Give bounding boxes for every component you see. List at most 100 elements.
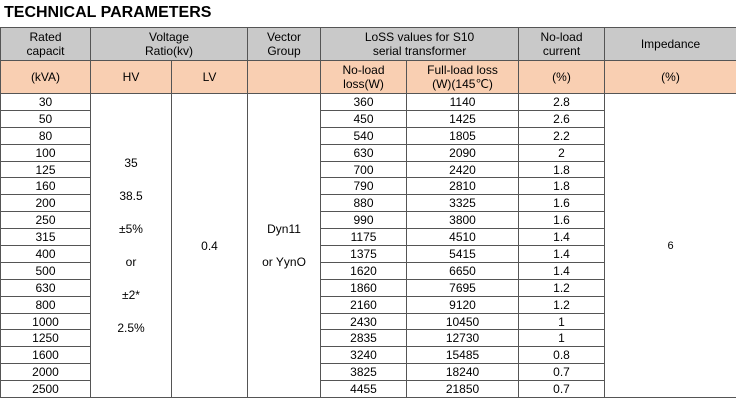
header-line: serial transformer [372, 44, 467, 58]
data-cell: 800 [0, 295, 91, 314]
vector-group-line: or YynO [262, 254, 306, 269]
data-cell: 700 [320, 160, 408, 179]
hv-line: 2.5% [117, 320, 145, 335]
data-cell: 30 [0, 93, 91, 111]
data-cell: 200 [0, 194, 91, 213]
data-cell: 18240 [406, 363, 520, 382]
data-cell: 0.7 [518, 363, 606, 382]
data-cell: 360 [320, 93, 408, 111]
data-cell: 1.4 [518, 228, 606, 247]
lv-cell: 0.4 [170, 92, 249, 399]
header-line: No-load [540, 30, 583, 44]
data-cell: 7695 [406, 278, 520, 297]
data-cell: 2.6 [518, 109, 606, 128]
header-line: Ratio(kv) [145, 44, 194, 58]
header-line: (%) [552, 70, 571, 84]
data-cell: 1620 [320, 261, 408, 280]
data-cell: 10450 [406, 312, 520, 331]
header-cell: Full-load loss (W)(145℃) [406, 60, 520, 94]
header-line: HV [122, 70, 140, 84]
header-cell: No-load loss(W) [320, 60, 408, 94]
data-cell: 4455 [320, 380, 408, 399]
data-cell: 1250 [0, 329, 91, 348]
data-cell: 790 [320, 177, 408, 196]
data-cell: 1600 [0, 346, 91, 365]
data-cell: 630 [0, 278, 91, 297]
data-row: 250 990 3800 1.6 [0, 211, 736, 230]
data-cell: 2835 [320, 329, 408, 348]
header-line: LV [202, 70, 217, 84]
table-body: Rated capacit Voltage Ratio(kv) Vector Group L… [0, 27, 736, 399]
hv-line: ±5% [119, 221, 143, 236]
header-line: Vector [267, 30, 302, 44]
data-row: 1250 2835 12730 1 [0, 329, 736, 348]
header-cell: LV [170, 60, 249, 94]
data-row: 200 880 3325 1.6 [0, 194, 736, 213]
data-cell: 1.8 [518, 177, 606, 196]
header-cell: Impedance [604, 27, 736, 61]
data-cell: 1140 [406, 93, 520, 111]
data-cell: 1.4 [518, 261, 606, 280]
data-cell: 1.6 [518, 194, 606, 213]
data-cell: 5415 [406, 245, 520, 263]
data-cell: 2 [518, 143, 606, 162]
header-line: Rated [29, 30, 62, 44]
data-cell: 1425 [406, 109, 520, 128]
header-cell: Vector Group [247, 27, 322, 61]
data-cell: 9120 [406, 295, 520, 314]
data-cell: 3800 [406, 211, 520, 230]
data-cell: 500 [0, 261, 91, 280]
data-cell: 1860 [320, 278, 408, 297]
header-cell [247, 60, 322, 94]
data-cell: 630 [320, 143, 408, 162]
data-cell: 2500 [0, 380, 91, 399]
data-cell: 1.6 [518, 211, 606, 230]
hv-line: 38.5 [119, 188, 143, 203]
data-cell: 3325 [406, 194, 520, 213]
data-cell: 80 [0, 126, 91, 145]
page-title: TECHNICAL PARAMETERS [4, 4, 212, 21]
data-cell: 2160 [320, 295, 408, 314]
data-cell: 4510 [406, 228, 520, 247]
data-row: 50 450 1425 2.6 [0, 109, 736, 128]
impedance-cell: 6 [604, 92, 736, 399]
data-cell: 0.7 [518, 380, 606, 399]
data-cell: 160 [0, 177, 91, 196]
header-cell: (%) [604, 60, 736, 94]
data-cell: 21850 [406, 380, 520, 399]
hv-line: ±2* [122, 287, 140, 302]
header-cell: No-load current [518, 27, 606, 61]
header-row: Rated capacit Voltage Ratio(kv) Vector Group L… [0, 27, 736, 61]
data-cell: 125 [0, 160, 91, 179]
data-cell: 6650 [406, 261, 520, 280]
data-cell: 0.8 [518, 346, 606, 365]
header-line: current [542, 44, 581, 58]
data-cell: 1175 [320, 228, 408, 247]
data-cell: 1000 [0, 312, 91, 331]
data-row: 2000 3825 18240 0.7 [0, 363, 736, 382]
data-cell: 315 [0, 228, 91, 247]
header-line: Voltage [148, 30, 190, 44]
header-line: (%) [661, 70, 680, 84]
header-cell: (kVA) [0, 60, 91, 94]
data-cell: 540 [320, 126, 408, 145]
data-row: 630 1860 7695 1.2 [0, 278, 736, 297]
data-cell: 2.2 [518, 126, 606, 145]
data-cell: 2.8 [518, 93, 606, 111]
data-cell: 1.2 [518, 295, 606, 314]
data-cell: 12730 [406, 329, 520, 348]
data-cell: 990 [320, 211, 408, 230]
data-cell: 50 [0, 109, 91, 128]
data-cell: 3825 [320, 363, 408, 382]
data-cell: 2000 [0, 363, 91, 382]
header-cell: LoSS values for S10 serial transformer [320, 27, 520, 61]
data-row: 1600 3240 15485 0.8 [0, 346, 736, 365]
header-line: capacit [26, 44, 65, 58]
data-cell: 450 [320, 109, 408, 128]
data-cell: 400 [0, 245, 91, 263]
data-cell: 1.8 [518, 160, 606, 179]
data-cell: 250 [0, 211, 91, 230]
data-row: 400 1375 5415 1.4 [0, 245, 736, 263]
data-cell: 880 [320, 194, 408, 213]
